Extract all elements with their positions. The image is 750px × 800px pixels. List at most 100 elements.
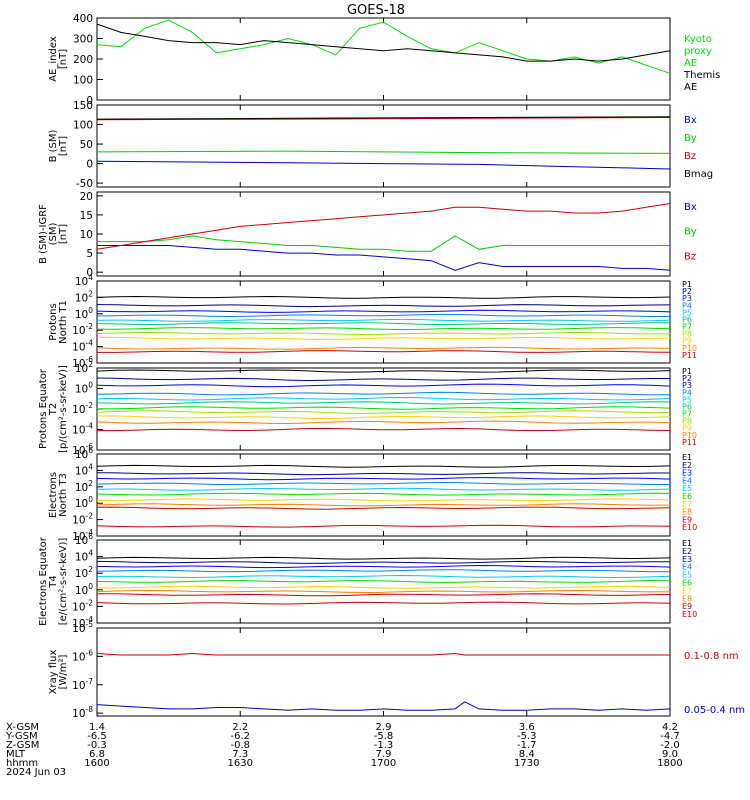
- y-tick-exponent: -4: [86, 615, 94, 624]
- footer-value: -0.8: [230, 740, 250, 751]
- y-axis-label: Protons Equator: [38, 368, 49, 449]
- legend-label: E8: [682, 508, 692, 517]
- y-tick-exponent: -7: [86, 677, 94, 686]
- y-tick-label: 102: [75, 479, 93, 494]
- y-tick-label: 150: [73, 100, 93, 112]
- flux-channel-line: [96, 585, 671, 589]
- y-tick-exponent: 0: [88, 381, 93, 390]
- legend-label: 0.1-0.8 nm: [684, 651, 739, 662]
- flux-channel-line: [96, 569, 670, 573]
- y-tick-label: 106: [75, 532, 93, 547]
- legend-label: P11: [682, 438, 697, 447]
- legend-label: By: [684, 227, 697, 238]
- footer-row-label: X-GSM: [6, 722, 39, 733]
- panel-frame: [96, 191, 671, 277]
- flux-channel-line: [96, 481, 670, 486]
- footer-value: 6.8: [89, 749, 105, 760]
- footer-value: 1.4: [89, 722, 105, 733]
- legend-label: P1: [682, 280, 692, 289]
- legend-label: P2: [682, 374, 692, 383]
- y-tick-exponent: 6: [88, 532, 93, 541]
- flux-channel-line: [96, 472, 670, 476]
- y-tick-label: 20: [80, 191, 93, 203]
- y-axis-label: [nT]: [58, 224, 69, 244]
- legend-label: E9: [682, 602, 692, 611]
- series-line: [96, 150, 671, 154]
- y-tick-exponent: -6: [86, 648, 94, 657]
- legend-label: P6: [682, 402, 692, 411]
- chart-title: GOES-18: [347, 3, 405, 18]
- footer-value: 2.2: [232, 722, 248, 733]
- series-line: [96, 116, 671, 120]
- flux-channel-line: [96, 383, 671, 388]
- y-tick-exponent: 2: [88, 289, 93, 298]
- panel-3: B (SM)-IGRF (SM) [nT] 0 5 10 15 20 Bx By Bz: [38, 191, 697, 279]
- legend-label: E1: [682, 539, 692, 548]
- legend-label: E5: [682, 484, 692, 493]
- flux-channel-line: [96, 406, 671, 410]
- y-tick-exponent: -6: [86, 355, 94, 364]
- legend-label: E4: [682, 476, 692, 485]
- y-tick-exponent: -2: [86, 401, 94, 410]
- y-tick-exponent: 4: [88, 273, 93, 282]
- y-tick-label: 5: [86, 248, 93, 260]
- flux-channel-line: [96, 377, 670, 382]
- flux-channel-line: [96, 391, 671, 396]
- legend-label: P5: [682, 395, 692, 404]
- flux-channel-line: [96, 464, 671, 468]
- series-line: [96, 19, 671, 74]
- footer-value: 7.9: [376, 749, 392, 760]
- y-axis-label: [nT]: [58, 136, 69, 156]
- panel-frame: [96, 627, 671, 717]
- legend-label: P8: [682, 417, 692, 426]
- legend-label: Bx: [684, 202, 697, 213]
- y-tick-exponent: 0: [88, 495, 93, 504]
- flux-channel-line: [97, 593, 671, 597]
- y-tick-label: 100: [73, 75, 93, 87]
- legend-label: P10: [682, 344, 697, 353]
- legend-label: P5: [682, 308, 692, 317]
- y-axis-label: [e/(cm²-s-sr-keV)]: [58, 538, 69, 626]
- flux-channel-line: [96, 498, 671, 502]
- y-tick-label: 10-4: [72, 339, 93, 354]
- footer-value: 4.2: [662, 722, 678, 733]
- panel-1: AE_index [nT]0100200300400KyotoproxyAEThe…: [48, 13, 720, 107]
- legend-label: P7: [682, 410, 692, 419]
- y-tick-label: 100: [75, 381, 93, 396]
- y-axis-label: T4: [48, 575, 59, 588]
- footer-value: -6.5: [87, 731, 107, 742]
- flux-channel-line: [96, 295, 671, 299]
- legend-label: E3: [682, 555, 692, 564]
- y-tick-label: 300: [73, 34, 93, 46]
- y-tick-label: 10-7: [72, 677, 93, 692]
- y-axis-label: [W/m²]: [58, 654, 69, 689]
- footer-value: 1630: [228, 758, 253, 769]
- footer-value: 3.6: [519, 722, 535, 733]
- flux-channel-line: [97, 336, 671, 340]
- legend-label: P11: [682, 351, 697, 360]
- footer-value: -4.7: [660, 731, 680, 742]
- flux-channel-line: [97, 350, 671, 353]
- series-line: [96, 652, 670, 656]
- flux-channel-line: [96, 410, 671, 414]
- flux-channel-line: [96, 327, 671, 331]
- flux-channel-line: [96, 492, 671, 496]
- y-axis-label: Protons: [48, 303, 59, 340]
- y-tick-label: 400: [73, 13, 93, 25]
- y-tick-label: 15: [80, 210, 93, 222]
- flux-channel-line: [96, 346, 671, 350]
- footer-value: 1730: [514, 758, 539, 769]
- y-axis-label: (SM): [48, 223, 59, 246]
- legend-label: P3: [682, 294, 692, 303]
- panel-7: Electrons Equator T4 [e/(cm²-s-sr-keV)] 106…: [38, 532, 697, 630]
- y-tick-exponent: 2: [88, 360, 93, 369]
- legend-label: P9: [682, 424, 692, 433]
- footer-value: -5.3: [517, 731, 537, 742]
- y-tick-label: 0: [86, 267, 93, 279]
- y-tick-exponent: 2: [88, 479, 93, 488]
- footer-value: -1.3: [374, 740, 394, 751]
- series-line: [96, 117, 671, 121]
- y-tick-label: 100: [73, 120, 93, 132]
- flux-channel-line: [96, 322, 670, 326]
- legend-label: AE: [684, 82, 697, 93]
